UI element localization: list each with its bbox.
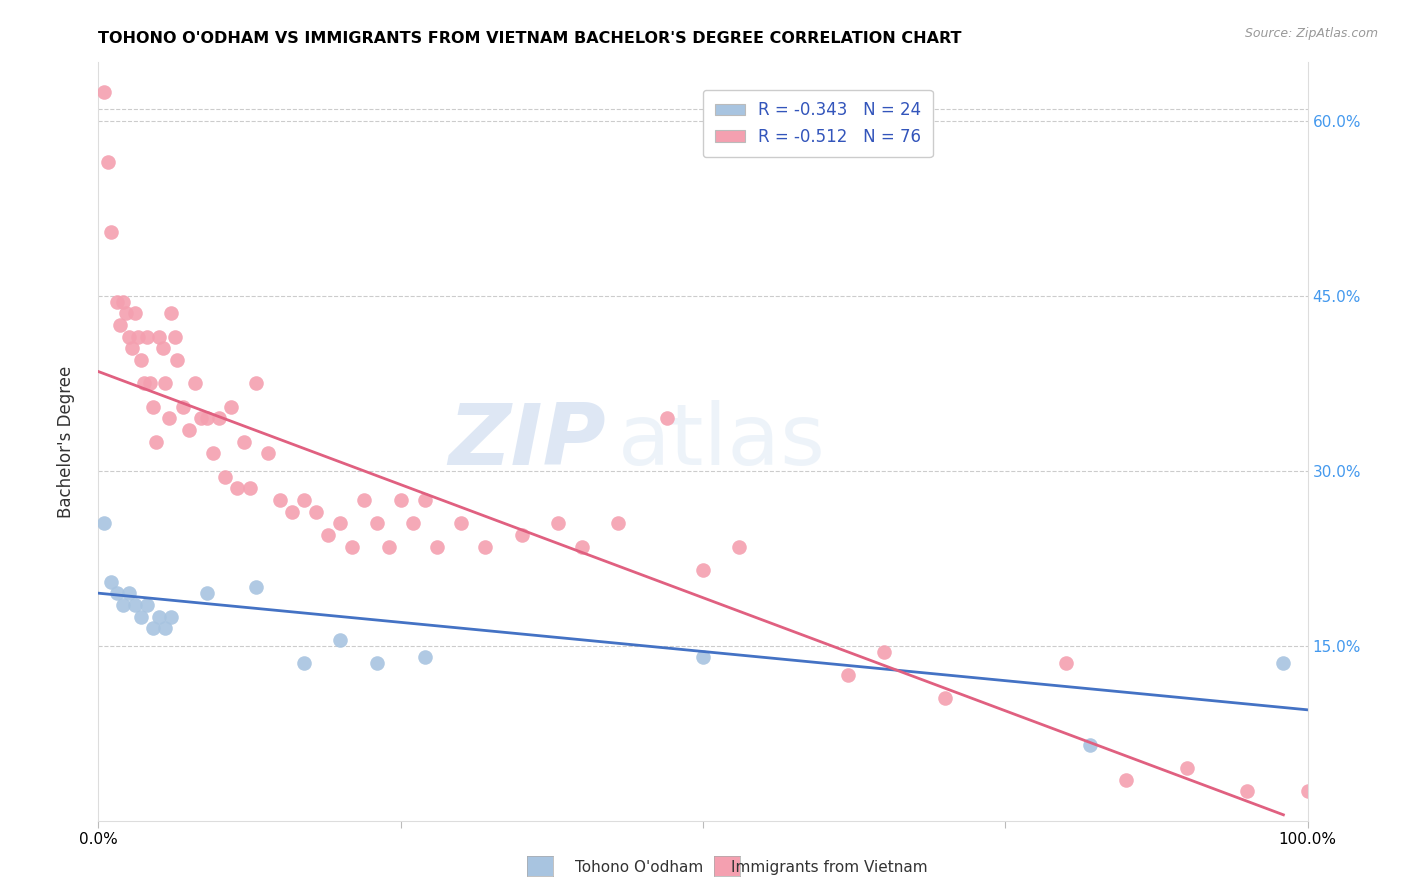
Point	[157, 411, 180, 425]
Point	[366, 516, 388, 531]
Legend: R = -0.343   N = 24, R = -0.512   N = 76: R = -0.343 N = 24, R = -0.512 N = 76	[703, 90, 932, 157]
Point	[934, 691, 956, 706]
Point	[124, 306, 146, 320]
Point	[245, 580, 267, 594]
Point	[184, 376, 207, 391]
Point	[1296, 784, 1319, 798]
Point	[413, 650, 436, 665]
Point	[202, 446, 225, 460]
Point	[226, 481, 249, 495]
Point	[163, 329, 186, 343]
Point	[607, 516, 630, 531]
Point	[129, 609, 152, 624]
Point	[118, 586, 141, 600]
Point	[121, 341, 143, 355]
Point	[1115, 772, 1137, 787]
Point	[172, 400, 194, 414]
Point	[402, 516, 425, 531]
Text: atlas: atlas	[619, 400, 827, 483]
Point	[389, 492, 412, 507]
Point	[129, 352, 152, 367]
Point	[239, 481, 262, 495]
Text: TOHONO O'ODHAM VS IMMIGRANTS FROM VIETNAM BACHELOR'S DEGREE CORRELATION CHART: TOHONO O'ODHAM VS IMMIGRANTS FROM VIETNA…	[98, 31, 962, 46]
Point	[195, 586, 218, 600]
Point	[837, 668, 859, 682]
Point	[148, 609, 170, 624]
Point	[135, 598, 157, 612]
Point	[245, 376, 267, 391]
Point	[655, 411, 678, 425]
Point	[190, 411, 212, 425]
Point	[179, 423, 201, 437]
Point	[221, 400, 243, 414]
Point	[366, 656, 388, 670]
Point	[377, 540, 399, 554]
Point	[292, 492, 315, 507]
Point	[145, 434, 167, 449]
Point	[195, 411, 218, 425]
Point	[160, 609, 183, 624]
Point	[692, 563, 714, 577]
Point	[152, 341, 174, 355]
Point	[232, 434, 254, 449]
Point	[124, 598, 146, 612]
Point	[1272, 656, 1295, 670]
Point	[135, 329, 157, 343]
Point	[426, 540, 449, 554]
Point	[1175, 761, 1198, 775]
Point	[305, 504, 328, 518]
Point	[1078, 738, 1101, 752]
Point	[93, 85, 115, 99]
Point	[269, 492, 291, 507]
Point	[728, 540, 751, 554]
Point	[139, 376, 162, 391]
Point	[118, 329, 141, 343]
Point	[153, 376, 176, 391]
Point	[111, 598, 134, 612]
Point	[692, 650, 714, 665]
Point	[329, 632, 352, 647]
Point	[111, 294, 134, 309]
Point	[97, 154, 120, 169]
Point	[105, 294, 128, 309]
Point	[342, 540, 364, 554]
Point	[316, 528, 339, 542]
Point	[100, 225, 122, 239]
Point	[450, 516, 472, 531]
Point	[510, 528, 533, 542]
Y-axis label: Bachelor's Degree: Bachelor's Degree	[56, 366, 75, 517]
Point	[256, 446, 278, 460]
Point	[214, 469, 236, 483]
Text: Immigrants from Vietnam: Immigrants from Vietnam	[731, 860, 928, 874]
Point	[105, 586, 128, 600]
Text: ZIP: ZIP	[449, 400, 606, 483]
Point	[329, 516, 352, 531]
Point	[1236, 784, 1258, 798]
Point	[108, 318, 131, 332]
Point	[474, 540, 496, 554]
Text: Tohono O'odham: Tohono O'odham	[575, 860, 703, 874]
Point	[571, 540, 593, 554]
Text: Source: ZipAtlas.com: Source: ZipAtlas.com	[1244, 27, 1378, 40]
Point	[281, 504, 304, 518]
Point	[93, 516, 115, 531]
Point	[148, 329, 170, 343]
Point	[100, 574, 122, 589]
Point	[142, 621, 165, 635]
Point	[208, 411, 231, 425]
Point	[160, 306, 183, 320]
Point	[353, 492, 375, 507]
Point	[142, 400, 165, 414]
Point	[292, 656, 315, 670]
Point	[115, 306, 138, 320]
Point	[134, 376, 156, 391]
Point	[413, 492, 436, 507]
Point	[127, 329, 149, 343]
Point	[1054, 656, 1077, 670]
Point	[166, 352, 188, 367]
Point	[873, 644, 896, 658]
Point	[547, 516, 569, 531]
Point	[153, 621, 176, 635]
